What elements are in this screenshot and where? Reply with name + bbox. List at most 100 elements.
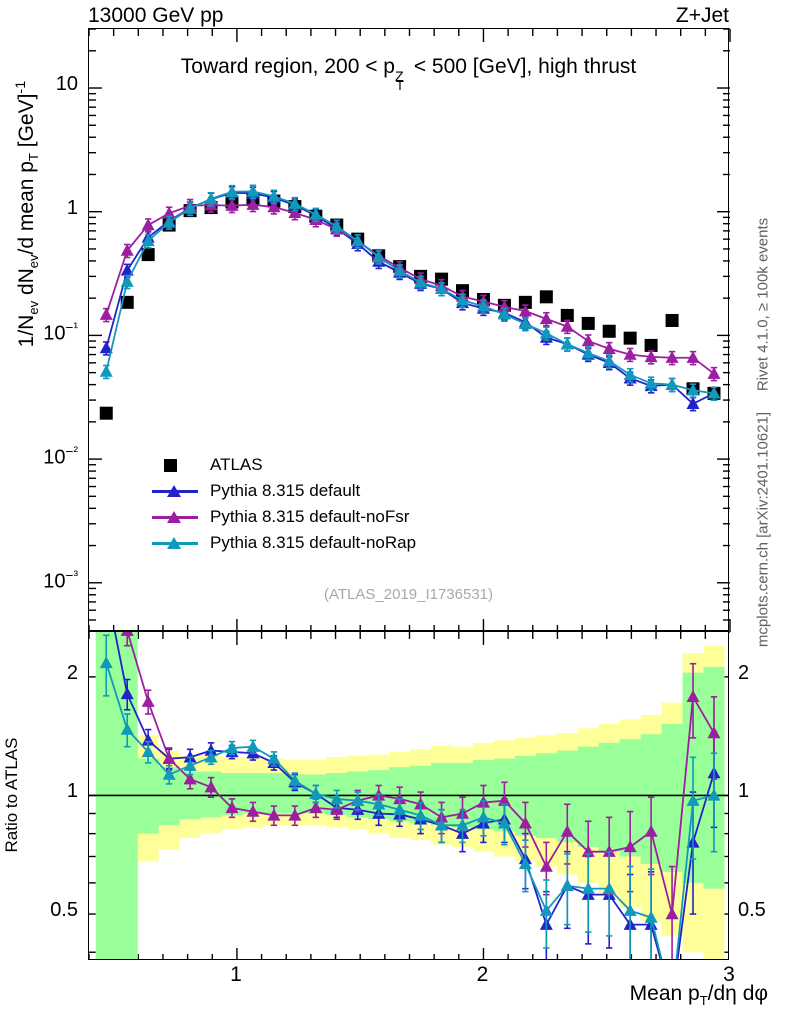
ratio-datapoint — [141, 745, 155, 758]
datapoint-mc — [623, 347, 637, 360]
ratio-datapoint — [644, 910, 658, 923]
ratio-datapoint — [246, 804, 260, 817]
legend: ATLAS Pythia 8.315 default Pythia 8.315 de… — [152, 452, 416, 556]
ratio-datapoint — [120, 632, 134, 636]
datapoint-mc — [225, 198, 239, 211]
datapoint-mc — [560, 337, 574, 350]
legend-label: Pythia 8.315 default-noRap — [210, 533, 417, 552]
ratio-plot-panel — [88, 631, 729, 960]
ratio-datapoint — [267, 751, 281, 764]
datapoint-atlas — [665, 313, 679, 327]
ratio-datapoint — [225, 801, 239, 814]
ratio-datapoint — [309, 786, 323, 799]
ratio-datapoint — [141, 733, 155, 746]
ratio-datapoint — [351, 793, 365, 806]
datapoint-mc — [623, 367, 637, 381]
legend-entry[interactable]: Pythia 8.315 default — [152, 478, 416, 504]
plot-title-sub: T — [396, 78, 404, 93]
datapoint-mc — [707, 366, 721, 379]
datapoint-mc — [372, 250, 386, 263]
datapoint-mc — [267, 200, 281, 213]
datapoint-mc — [686, 383, 700, 396]
y-tick-label-main: 10−² — [43, 444, 78, 469]
ratio-datapoint — [183, 750, 197, 763]
ratio-datapoint — [560, 824, 574, 837]
ratio-datapoint — [225, 741, 239, 754]
ratio-datapoint — [414, 808, 428, 821]
y-tick-label-ratio-left: 0.5 — [50, 899, 78, 922]
legend-square-icon — [152, 456, 198, 474]
ratio-datapoint — [623, 840, 637, 853]
ratio-datapoint — [99, 656, 113, 669]
legend-entry[interactable]: Pythia 8.315 default-noFsr — [152, 504, 416, 530]
ratio-datapoint — [518, 816, 532, 829]
ratio-datapoint — [120, 722, 134, 735]
datapoint-mc — [288, 196, 302, 209]
ylabel-sub-ev1: ev — [26, 300, 42, 315]
datapoint-mc — [581, 334, 595, 347]
y-tick-label-ratio-right: 2 — [738, 661, 750, 684]
datapoint-mc — [141, 218, 155, 231]
datapoint-mc — [686, 350, 700, 363]
legend-entry[interactable]: ATLAS — [152, 452, 416, 478]
ratio-datapoint — [162, 767, 176, 780]
datapoint-atlas — [623, 331, 637, 345]
ratio-datapoint — [560, 878, 574, 891]
legend-triangle-icon — [152, 482, 198, 500]
ratio-datapoint — [581, 881, 595, 894]
ratio-datapoint — [707, 788, 721, 801]
ylabel-sub-t: T — [26, 153, 42, 162]
datapoint-mc — [414, 275, 428, 288]
ratio-datapoint — [539, 859, 553, 872]
datapoint-mc — [644, 350, 658, 363]
y-tick-label-main: 1 — [66, 196, 78, 219]
xlabel-part-b: /dη dφ — [707, 982, 768, 1005]
datapoint-mc — [225, 184, 239, 197]
ratio-datapoint — [330, 802, 344, 815]
datapoint-mc — [99, 307, 113, 320]
ratio-datapoint — [665, 907, 679, 920]
legend-triangle-icon — [152, 534, 198, 552]
ratio-plot-svg — [89, 632, 728, 959]
legend-entry[interactable]: Pythia 8.315 default-noRap — [152, 530, 416, 556]
series-line-pythia-8-315-default-nofsr — [105, 203, 715, 375]
datapoint-mc — [497, 307, 511, 320]
ratio-datapoint — [644, 824, 658, 837]
process-label: Z+Jet — [675, 4, 729, 27]
datapoint-mc — [602, 354, 616, 367]
datapoint-mc — [539, 312, 553, 325]
ratio-datapoint — [393, 792, 407, 805]
ylabel-part-b: dN — [14, 268, 38, 301]
legend-marker — [167, 537, 181, 549]
ratio-datapoint — [518, 857, 532, 870]
datapoint-mc — [204, 192, 218, 205]
ratio-line-pythia-8-315-default-nofsr — [126, 632, 715, 915]
ratio-datapoint — [204, 743, 218, 756]
ratio-datapoint — [497, 816, 511, 829]
plot-title-b: < 500 [GeV], high thrust — [408, 55, 637, 78]
datapoint-mc — [435, 281, 449, 295]
x-tick-label: 1 — [230, 963, 242, 986]
ratio-datapoint — [539, 903, 553, 916]
legend-triangle-icon — [152, 508, 198, 526]
y-tick-label-ratio-left: 1 — [66, 780, 78, 803]
datapoint-mc — [581, 346, 595, 359]
x-axis-label: Mean pT/dη dφ — [630, 982, 768, 1008]
datapoint-mc — [267, 189, 281, 202]
datapoint-atlas — [602, 324, 616, 338]
legend-marker — [167, 511, 181, 523]
datapoint-mc — [246, 197, 260, 210]
datapoint-mc — [560, 319, 574, 332]
datapoint-mc — [120, 274, 134, 287]
datapoint-mc — [183, 201, 197, 214]
datapoint-mc — [99, 341, 113, 354]
datapoint-atlas — [539, 290, 553, 304]
ratio-datapoint — [183, 758, 197, 771]
datapoint-mc — [602, 341, 616, 354]
series-line-pythia-8-315-default — [105, 191, 715, 405]
datapoint-mc — [162, 206, 176, 219]
datapoint-atlas — [581, 316, 595, 330]
ratio-datapoint — [456, 818, 470, 831]
datapoint-mc — [120, 243, 134, 256]
